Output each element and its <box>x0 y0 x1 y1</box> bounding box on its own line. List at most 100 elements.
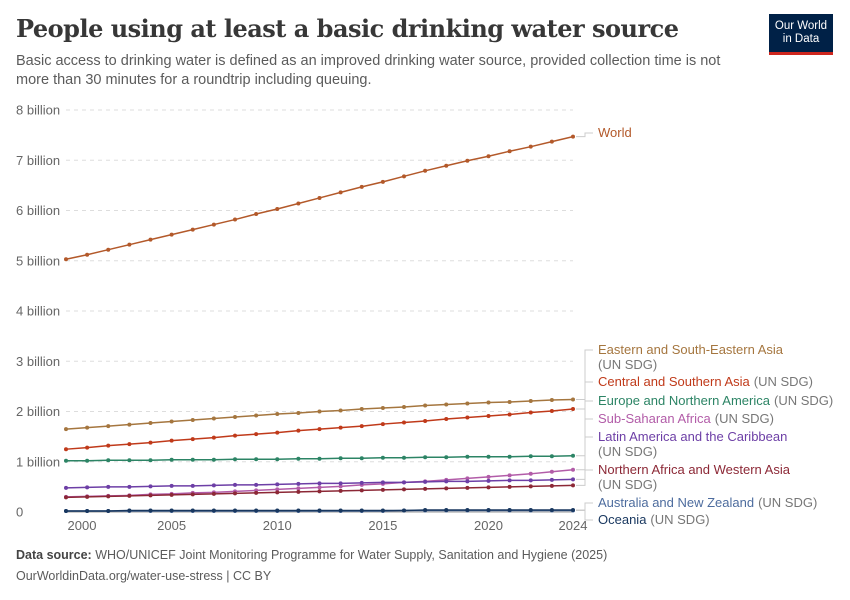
data-source: Data source: WHO/UNICEF Joint Monitoring… <box>16 548 607 562</box>
data-point <box>549 408 554 413</box>
data-point <box>169 492 174 497</box>
series-northern-africa-and-western-asia: Northern Africa and Western Asia (UN SDG) <box>64 462 791 500</box>
data-point <box>169 457 174 462</box>
source-url[interactable]: OurWorldinData.org/water-use-stress | CC… <box>16 569 272 583</box>
data-point <box>296 489 301 494</box>
data-point <box>317 409 322 414</box>
data-point <box>85 458 90 463</box>
data-point <box>380 422 385 427</box>
data-point <box>85 508 90 513</box>
series-europe-and-northern-america: Europe and Northern America (UN SDG) <box>64 393 833 463</box>
data-point <box>127 508 132 513</box>
data-point <box>338 190 343 195</box>
data-point <box>486 474 491 479</box>
data-point <box>127 422 132 427</box>
data-point <box>317 485 322 490</box>
data-point <box>528 454 533 459</box>
data-point <box>380 405 385 410</box>
data-point <box>64 508 68 513</box>
series-name: Australia and New Zealand <box>598 495 754 510</box>
series-label: Northern Africa and Western Asia (UN SDG) <box>598 462 791 492</box>
data-point <box>380 179 385 184</box>
data-point <box>254 212 259 217</box>
data-point <box>148 508 153 513</box>
data-point <box>528 507 533 512</box>
data-point <box>148 493 153 498</box>
series-label: Central and Southern Asia (UN SDG) <box>598 374 813 389</box>
data-point <box>507 478 512 483</box>
series-name: Europe and Northern America <box>598 393 771 408</box>
data-point <box>571 397 575 402</box>
label-connector <box>576 469 593 486</box>
series-label: Australia and New Zealand (UN SDG) <box>598 495 817 510</box>
x-tick-label: 2010 <box>263 518 292 533</box>
data-point <box>317 427 322 432</box>
series-line <box>65 398 574 430</box>
data-point <box>148 237 153 242</box>
y-tick-label: 3 billion <box>16 354 60 369</box>
data-point <box>507 149 512 154</box>
data-point <box>338 408 343 413</box>
data-point <box>571 406 575 411</box>
series-suffix: (UN SDG) <box>774 393 833 408</box>
data-point <box>444 455 449 460</box>
series-suffix: (UN SDG) <box>754 374 813 389</box>
series-label: World <box>598 125 632 140</box>
data-point <box>190 492 195 497</box>
data-point <box>254 432 259 437</box>
data-point <box>254 508 259 513</box>
data-point <box>423 486 428 491</box>
data-point <box>85 425 90 430</box>
data-point <box>64 427 68 432</box>
data-point <box>211 416 216 421</box>
series-suffix: (UN SDG) <box>598 477 657 492</box>
data-point <box>211 483 216 488</box>
data-point <box>190 508 195 513</box>
series-eastern-and-south-eastern-asia: Eastern and South-Eastern Asia (UN SDG) <box>64 342 784 432</box>
series-label: Oceania (UN SDG) <box>598 512 710 527</box>
series-name: Oceania <box>598 512 647 527</box>
owid-logo[interactable]: Our World in Data <box>769 14 833 55</box>
label-connector <box>576 132 593 138</box>
data-point <box>549 483 554 488</box>
data-point <box>64 495 68 500</box>
data-point <box>465 401 470 406</box>
data-point <box>169 419 174 424</box>
data-point <box>444 417 449 422</box>
data-point <box>148 458 153 463</box>
data-point <box>190 483 195 488</box>
data-point <box>465 485 470 490</box>
series-label: Latin America and the Caribbean (UN SDG) <box>598 429 787 459</box>
data-point <box>169 438 174 443</box>
data-point <box>359 456 364 461</box>
label-connector <box>576 502 593 511</box>
data-point <box>465 454 470 459</box>
data-point <box>423 507 428 512</box>
data-point <box>338 488 343 493</box>
data-point <box>465 415 470 420</box>
data-point <box>528 144 533 149</box>
data-point <box>254 457 259 462</box>
data-point <box>402 420 406 425</box>
data-point <box>571 467 575 472</box>
data-point <box>106 484 111 489</box>
data-point <box>402 174 406 179</box>
data-point <box>465 507 470 512</box>
data-point <box>402 487 406 492</box>
data-point <box>317 489 322 494</box>
data-point <box>338 484 343 489</box>
data-point <box>423 403 428 408</box>
y-tick-label: 7 billion <box>16 153 60 168</box>
data-point <box>275 490 280 495</box>
data-point <box>444 479 449 484</box>
series-name: World <box>598 125 632 140</box>
data-point <box>402 455 406 460</box>
data-point <box>486 478 491 483</box>
data-point <box>444 486 449 491</box>
data-point <box>380 480 385 485</box>
x-tick-label: 2020 <box>474 518 503 533</box>
y-tick-label: 8 billion <box>16 103 60 118</box>
data-point <box>296 481 301 486</box>
data-point <box>233 457 237 462</box>
data-point <box>528 484 533 489</box>
